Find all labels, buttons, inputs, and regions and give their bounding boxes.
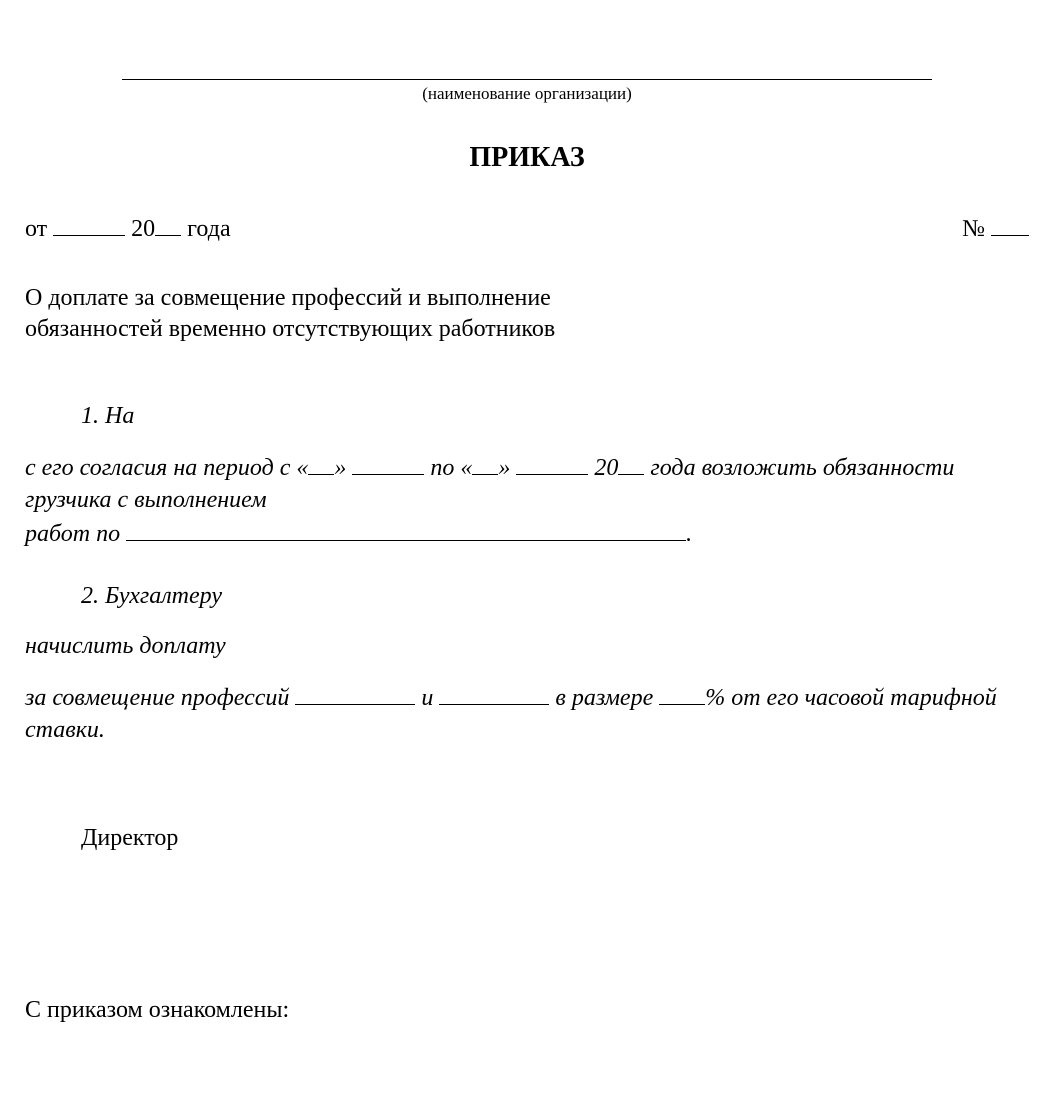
clause1-year-tail: года возложить обязанности (650, 455, 954, 481)
clause2-line2: начислить доплату (25, 630, 1029, 662)
clause2-line3-percent: % от его часовой тарифной (705, 685, 997, 711)
date-century: 20 (131, 216, 155, 242)
clause1-qc1: » (334, 455, 346, 481)
clause1-line3: работ по . (25, 517, 1029, 550)
number-blank[interactable] (991, 212, 1029, 236)
clause1-day1-blank[interactable] (308, 451, 334, 475)
clause2-line3-prefix: за совмещение профессий (25, 685, 289, 711)
clause1-consent-prefix: с его согласия на период с « (25, 455, 308, 481)
date-day-blank[interactable] (53, 212, 125, 236)
clause1-line2: грузчика с выполнением (25, 484, 1029, 516)
acknowledgement-label: С приказом ознакомлены: (25, 994, 1029, 1026)
subject-line1: О доплате за совмещение профессий и выпо… (25, 283, 1029, 314)
clause1-line3-suffix: . (686, 521, 692, 547)
clause1-opener: 1. На (25, 400, 1029, 432)
clause1-day2-blank[interactable] (472, 451, 498, 475)
clause1-month1-blank[interactable] (352, 451, 424, 475)
number-label: № (962, 216, 985, 242)
clause2-percent-blank[interactable] (659, 681, 705, 705)
organization-caption: (наименование организации) (25, 84, 1029, 104)
clause-2: 2. Бухгалтеру начислить доплату за совме… (25, 580, 1029, 747)
clause1-period-line: с его согласия на период с « » по « » 20 г… (25, 451, 1029, 484)
clause1-century: 20 (594, 455, 618, 481)
number-block: № (962, 212, 1029, 243)
date-number-row: от 20 года № (25, 212, 1029, 243)
signature-box (895, 735, 1027, 903)
clause2-prof1-blank[interactable] (295, 681, 415, 705)
organization-name-line[interactable] (122, 60, 932, 80)
clause1-month2-blank[interactable] (516, 451, 588, 475)
document-title: ПРИКАЗ (25, 142, 1029, 174)
clause2-opener: 2. Бухгалтеру (25, 580, 1029, 612)
clause2-prof2-blank[interactable] (439, 681, 549, 705)
date-year-suffix: года (187, 216, 230, 242)
date-year-blank[interactable] (155, 212, 181, 236)
document-root: (наименование организации) ПРИКАЗ от 20 … (25, 60, 1029, 1026)
clause2-line4: ставки. (25, 714, 1029, 746)
date-prefix: от (25, 216, 47, 242)
clause1-qc2: » (498, 455, 510, 481)
subject-line2: обязанностей временно отсутствующих рабо… (25, 314, 1029, 345)
clause1-works-blank[interactable] (126, 517, 686, 541)
date-block: от 20 года (25, 212, 231, 243)
clause2-line3-sep: и (421, 685, 433, 711)
clause1-year-blank[interactable] (618, 451, 644, 475)
clause1-line3-prefix: работ по (25, 521, 120, 547)
clause1-between: по « (430, 455, 472, 481)
director-label: Директор (25, 822, 1029, 854)
clause2-line3-mid: в размере (555, 685, 653, 711)
subject-block: О доплате за совмещение профессий и выпо… (25, 283, 1029, 345)
clause2-line3: за совмещение профессий и в размере % от… (25, 681, 1029, 714)
clause-1: 1. На с его согласия на период с « » по «… (25, 400, 1029, 550)
